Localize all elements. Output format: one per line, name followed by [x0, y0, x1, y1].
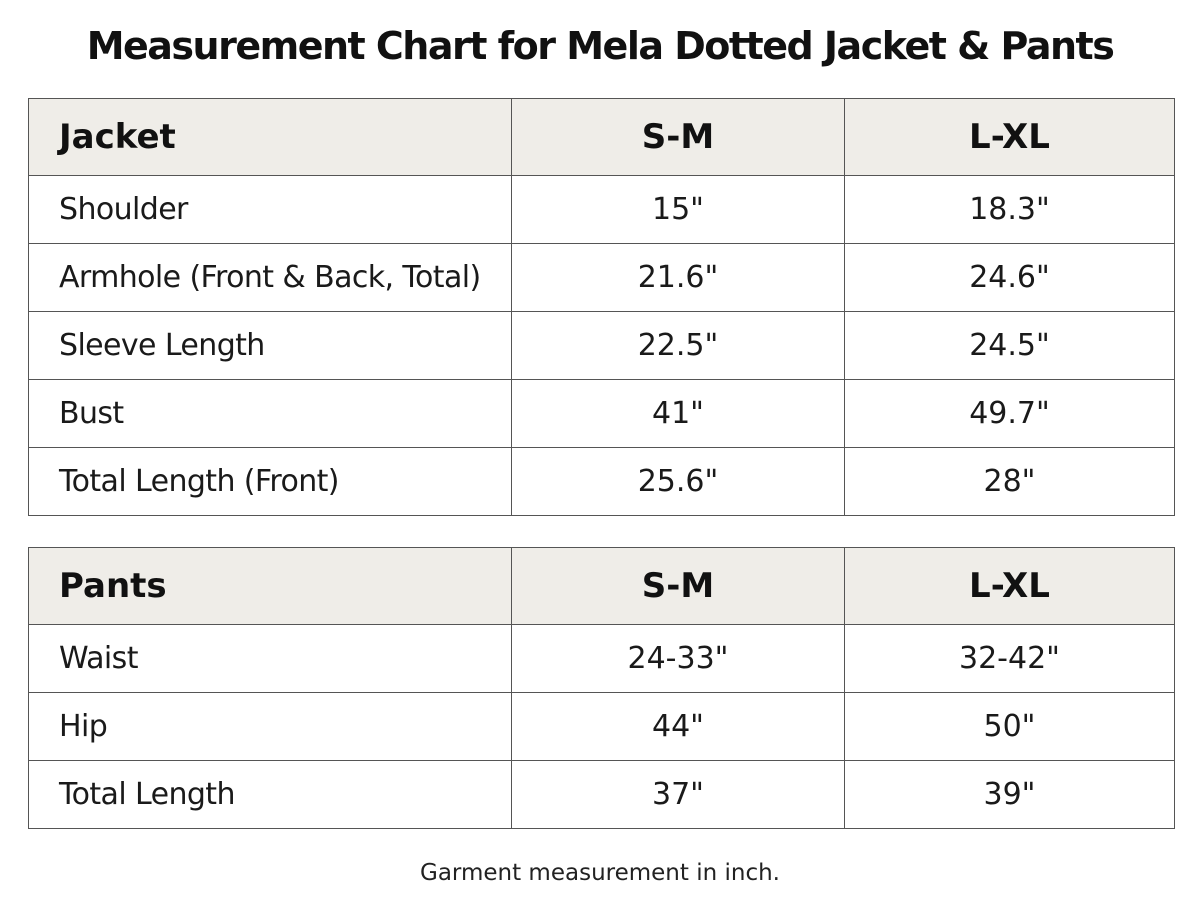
table-row: Total Length 37" 39" — [28, 760, 1175, 829]
pants-size-table: Pants S-M L-XL Waist 24-33" 32-42" Hip 4… — [28, 547, 1175, 829]
size-header-l-xl: L-XL — [844, 547, 1175, 625]
pants-header-label: Pants — [28, 547, 512, 625]
measurement-value-l-xl: 24.6" — [844, 243, 1175, 312]
page-title: Measurement Chart for Mela Dotted Jacket… — [86, 24, 1115, 68]
measurement-value-s-m: 44" — [511, 692, 845, 761]
table-row: Bust 41" 49.7" — [28, 379, 1175, 448]
table-row: Hip 44" 50" — [28, 692, 1175, 761]
measurement-label: Total Length — [28, 760, 512, 829]
measurement-label: Armhole (Front & Back, Total) — [28, 243, 512, 312]
jacket-header-label: Jacket — [28, 98, 512, 176]
measurement-value-s-m: 24-33" — [511, 624, 845, 693]
measurement-value-s-m: 25.6" — [511, 447, 845, 516]
table-header-row: Pants S-M L-XL — [28, 547, 1175, 625]
jacket-size-table: Jacket S-M L-XL Shoulder 15" 18.3" Armho… — [28, 98, 1175, 516]
measurement-value-l-xl: 32-42" — [844, 624, 1175, 693]
size-header-s-m: S-M — [511, 98, 845, 176]
measurement-label: Hip — [28, 692, 512, 761]
measurement-label: Bust — [28, 379, 512, 448]
measurement-value-s-m: 15" — [511, 175, 845, 244]
measurement-value-s-m: 41" — [511, 379, 845, 448]
measurement-label: Shoulder — [28, 175, 512, 244]
measurement-value-l-xl: 50" — [844, 692, 1175, 761]
measurement-value-s-m: 21.6" — [511, 243, 845, 312]
table-row: Total Length (Front) 25.6" 28" — [28, 447, 1175, 516]
table-row: Shoulder 15" 18.3" — [28, 175, 1175, 244]
measurement-label: Total Length (Front) — [28, 447, 512, 516]
measurement-value-l-xl: 49.7" — [844, 379, 1175, 448]
table-row: Waist 24-33" 32-42" — [28, 624, 1175, 693]
measurement-label: Waist — [28, 624, 512, 693]
measurement-value-l-xl: 39" — [844, 760, 1175, 829]
footnote: Garment measurement in inch. — [420, 860, 780, 886]
size-header-l-xl: L-XL — [844, 98, 1175, 176]
measurement-label: Sleeve Length — [28, 311, 512, 380]
size-header-s-m: S-M — [511, 547, 845, 625]
measurement-value-l-xl: 18.3" — [844, 175, 1175, 244]
measurement-value-l-xl: 28" — [844, 447, 1175, 516]
measurement-value-s-m: 22.5" — [511, 311, 845, 380]
table-row: Sleeve Length 22.5" 24.5" — [28, 311, 1175, 380]
table-header-row: Jacket S-M L-XL — [28, 98, 1175, 176]
measurement-value-l-xl: 24.5" — [844, 311, 1175, 380]
measurement-value-s-m: 37" — [511, 760, 845, 829]
table-row: Armhole (Front & Back, Total) 21.6" 24.6… — [28, 243, 1175, 312]
